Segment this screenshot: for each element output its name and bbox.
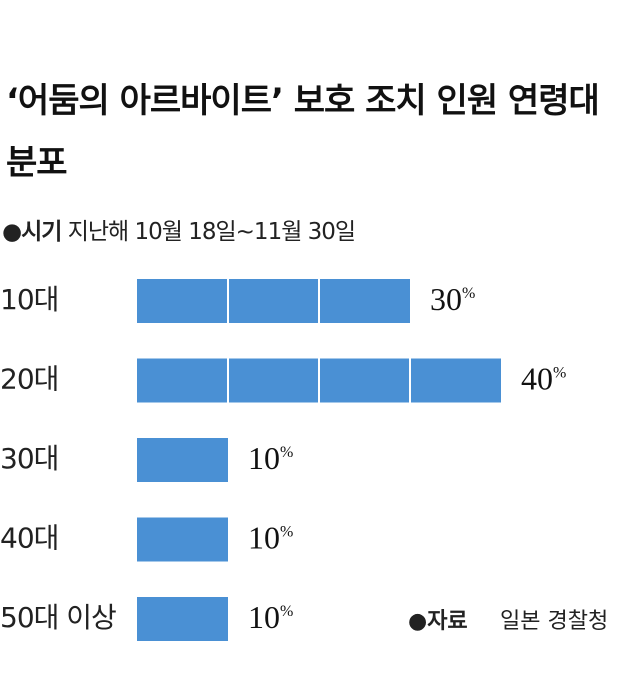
value-label: 10% — [248, 520, 293, 556]
source-text: 일본 경찰청 — [500, 609, 608, 634]
category-label: 50대 이상 — [0, 601, 116, 634]
value-label: 10% — [248, 599, 293, 635]
category-label: 10대 — [0, 283, 58, 316]
subtitle: ●시기 지난해 10월 18일~11월 30일 — [2, 212, 356, 246]
category-label: 20대 — [0, 363, 58, 396]
bar — [137, 438, 228, 482]
value-label: 40% — [521, 361, 566, 397]
bar — [137, 517, 228, 562]
value-label: 30% — [430, 281, 475, 317]
category-label: 40대 — [0, 522, 58, 555]
subtitle-text: 지난해 10월 18일~11월 30일 — [67, 219, 356, 245]
bar — [137, 279, 410, 323]
category-label: 30대 — [0, 442, 58, 475]
source-label: ●자료 — [408, 609, 468, 634]
bar — [137, 597, 228, 641]
chart-title: ‘어둠의 아르바이트’ 보호 조치 인원 연령대 분포 — [6, 81, 600, 183]
subtitle-label: ●시기 — [2, 219, 62, 245]
value-label: 10% — [248, 440, 293, 476]
